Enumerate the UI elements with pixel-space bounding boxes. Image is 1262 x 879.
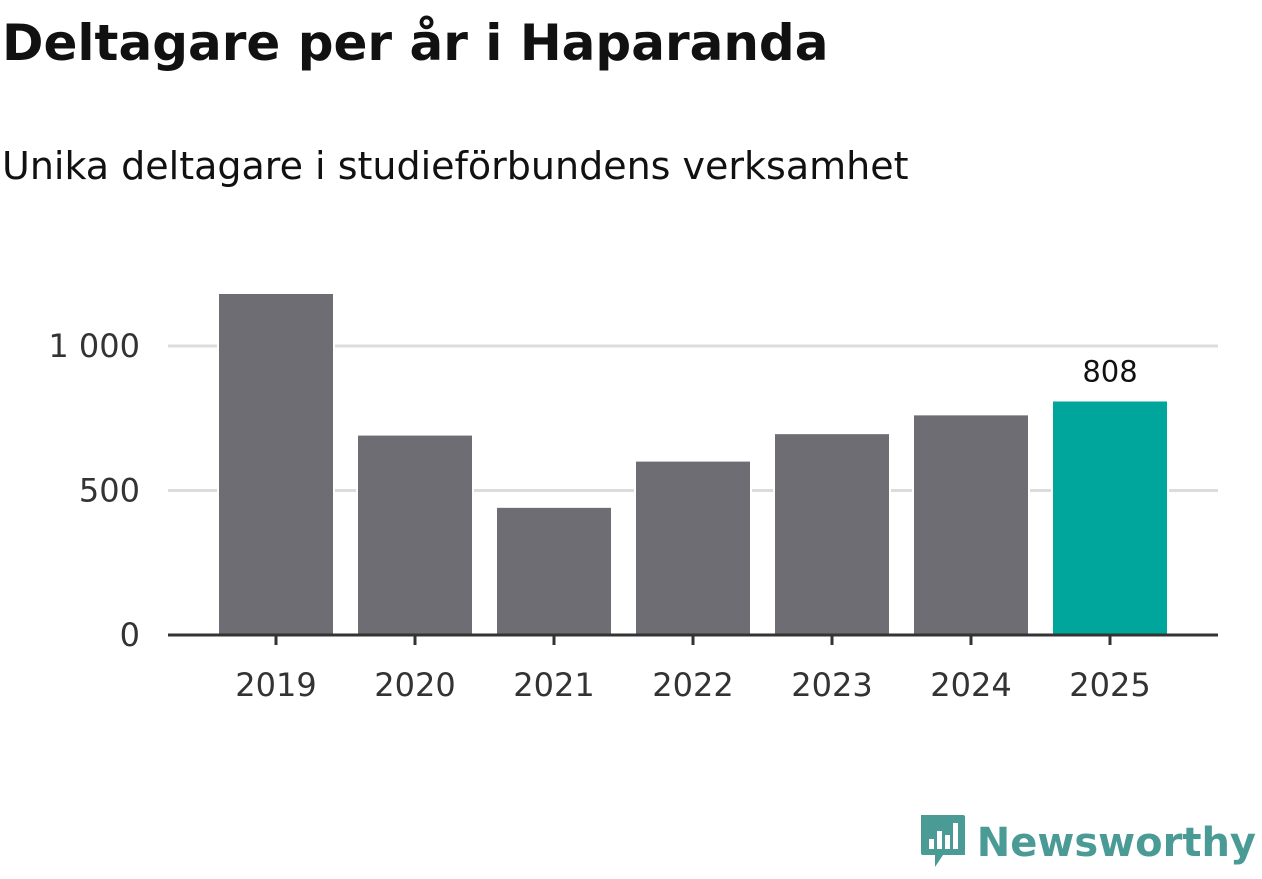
newsworthy-brand[interactable]: Newsworthy — [917, 811, 1256, 875]
labels: 0 500 1 000 2019 2020 2021 2022 2023 2024 2025 808 — [48, 327, 1150, 704]
y-tick-label: 0 — [120, 616, 140, 654]
chart-title: Deltagare per år i Haparanda — [2, 14, 829, 72]
bar-2022 — [634, 459, 752, 637]
x-tick-label: 2019 — [235, 666, 316, 704]
bar-2021 — [495, 505, 613, 637]
bars — [217, 291, 1169, 637]
y-tick-label: 1 000 — [48, 327, 140, 365]
newsworthy-logo-icon — [917, 811, 967, 875]
x-tick-label: 2022 — [652, 666, 733, 704]
bar-2023 — [773, 432, 891, 637]
y-tick-label: 500 — [79, 472, 140, 510]
brand-name: Newsworthy — [976, 820, 1256, 866]
data-label: 808 — [1082, 354, 1137, 388]
bar-2024 — [912, 413, 1030, 637]
x-tick-label: 2020 — [374, 666, 455, 704]
chart-subtitle: Unika deltagare i studieförbundens verks… — [2, 144, 909, 188]
x-tick-label: 2021 — [513, 666, 594, 704]
x-tick-label: 2023 — [791, 666, 872, 704]
x-tick-label: 2025 — [1069, 666, 1150, 704]
axes — [168, 633, 1218, 645]
bar-2019 — [217, 291, 335, 637]
bar-2020 — [356, 433, 474, 637]
x-tick-label: 2024 — [930, 666, 1011, 704]
bar-2025 — [1051, 399, 1169, 637]
